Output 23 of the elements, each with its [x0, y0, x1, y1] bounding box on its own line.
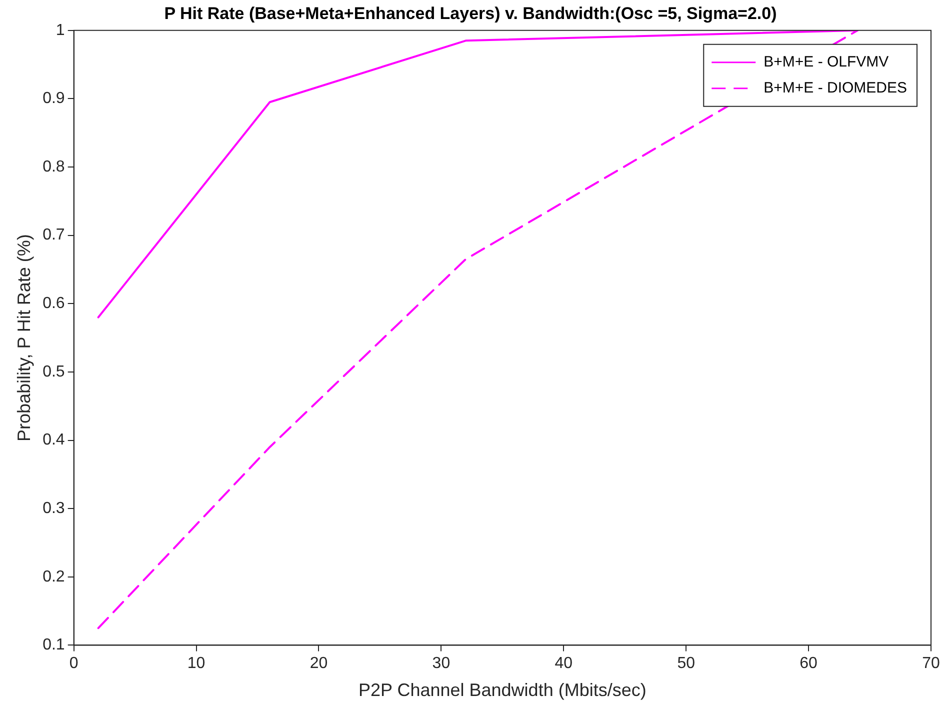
- x-tick-label: 20: [310, 655, 328, 672]
- legend-label: B+M+E - OLFVMV: [764, 54, 889, 71]
- y-tick-label: 0.6: [42, 295, 65, 312]
- x-axis-title: P2P Channel Bandwidth (Mbits/sec): [358, 680, 646, 700]
- x-tick-label: 50: [677, 655, 696, 672]
- x-tick-label: 70: [922, 655, 940, 672]
- y-tick-label: 0.7: [42, 226, 65, 244]
- legend-label: B+M+E - DIOMEDES: [764, 80, 908, 97]
- x-tick-label: 30: [432, 655, 450, 672]
- y-tick-label: 0.4: [42, 432, 65, 449]
- y-axis-title: Probability, P Hit Rate (%): [14, 234, 34, 442]
- y-tick-label: 0.8: [42, 158, 65, 176]
- y-tick-label: 0.1: [42, 636, 65, 654]
- x-tick-label: 60: [800, 655, 818, 672]
- y-tick-label: 0.2: [42, 568, 65, 586]
- x-tick-label: 40: [554, 655, 573, 672]
- y-tick-label: 0.5: [42, 363, 65, 380]
- y-tick-label: 0.3: [42, 500, 65, 517]
- y-tick-label: 0.9: [42, 90, 65, 108]
- y-tick-label: 1: [56, 22, 65, 39]
- x-tick-label: 0: [69, 655, 78, 672]
- chart-title: P Hit Rate (Base+Meta+Enhanced Layers) v. Bandwidth:(Osc =5, Sigma=2.0): [164, 4, 777, 23]
- x-tick-label: 10: [187, 655, 206, 672]
